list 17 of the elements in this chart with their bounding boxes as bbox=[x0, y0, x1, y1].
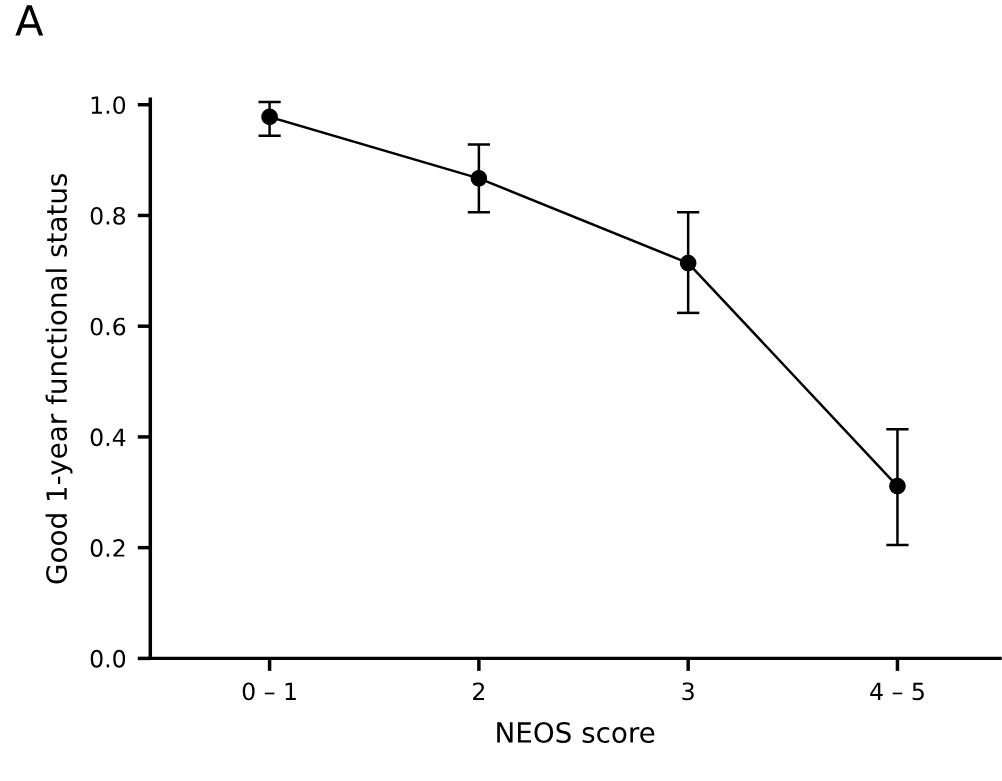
text: A bbox=[15, 5, 44, 36]
y-axis-title: Good 1-year functional status bbox=[45, 173, 73, 584]
x-tick-label: 2 bbox=[473, 682, 485, 700]
x-axis-title: NEOS score bbox=[497, 722, 655, 744]
y-tick-label: 1.0 bbox=[91, 96, 126, 115]
y-tick-label: 0.6 bbox=[90, 317, 126, 336]
point bbox=[679, 254, 697, 272]
x-tick-label: 3 bbox=[682, 682, 694, 701]
y-tick-label: 0.4 bbox=[90, 428, 126, 447]
point bbox=[889, 477, 906, 495]
x-tick-label: 0 – 1 bbox=[242, 682, 296, 701]
y-tick-label: 0.0 bbox=[90, 649, 126, 668]
y-tick-label: 0.2 bbox=[90, 539, 125, 557]
point bbox=[470, 170, 488, 187]
y-tick-label: 0.8 bbox=[90, 206, 126, 225]
x-tick-label: 4 – 5 bbox=[870, 682, 924, 701]
point bbox=[261, 108, 278, 126]
